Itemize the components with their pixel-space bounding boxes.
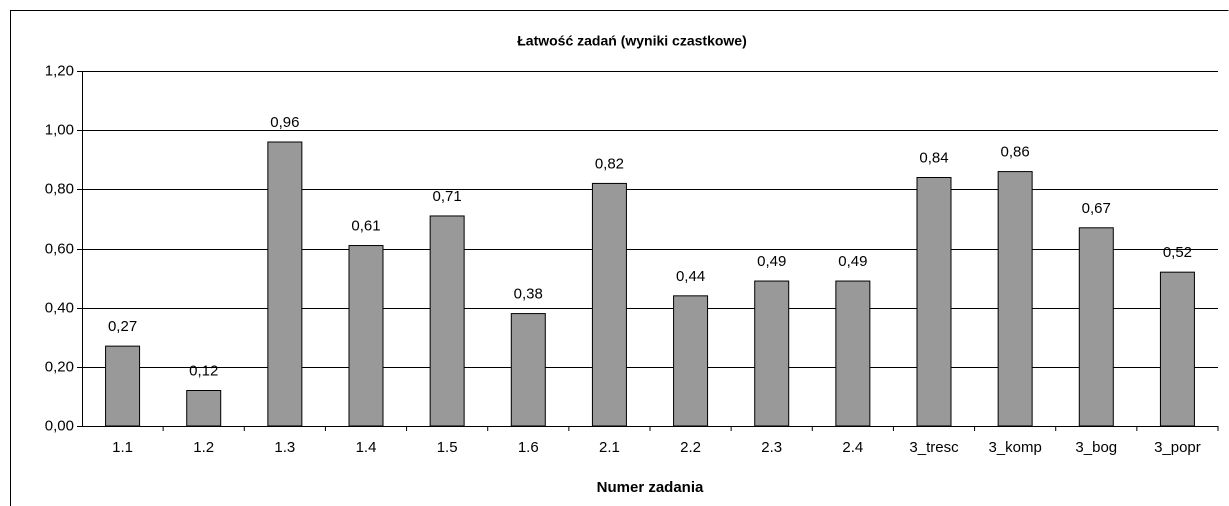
bar: [1078, 227, 1114, 427]
value-label: 0,67: [1082, 200, 1111, 217]
bar: [591, 182, 627, 427]
bar: [835, 280, 871, 427]
value-label: 0,82: [595, 155, 624, 172]
value-label: 0,52: [1163, 244, 1192, 261]
bar: [673, 295, 709, 427]
y-tick-label: 0,80: [45, 180, 74, 197]
bar: [348, 245, 384, 427]
x-tick-label: 3_popr: [1154, 439, 1201, 456]
value-label: 0,12: [189, 362, 218, 379]
bar: [186, 390, 222, 427]
y-tick-label: 0,20: [45, 358, 74, 375]
x-tick-label: 1.2: [193, 439, 214, 456]
bar: [754, 280, 790, 427]
value-label: 0,49: [757, 253, 786, 270]
value-label: 0,49: [838, 253, 867, 270]
chart-title: Łatwość zadań (wyniki czastkowe): [517, 33, 747, 49]
y-tick-label: 1,20: [45, 62, 74, 79]
frame: [10, 10, 1229, 506]
value-label: 0,27: [108, 318, 137, 335]
y-tick-label: 0,40: [45, 299, 74, 316]
y-tick-label: 0,00: [45, 417, 74, 434]
value-label: 0,84: [919, 149, 948, 166]
bar: [105, 345, 141, 427]
bar: [1159, 271, 1195, 427]
x-tick-label: 3_tresc: [909, 439, 959, 456]
value-label: 0,96: [270, 114, 299, 131]
value-label: 0,38: [514, 286, 543, 303]
bar: [267, 141, 303, 427]
x-tick-label: 2.3: [761, 439, 782, 456]
x-tick-label: 2.1: [599, 439, 620, 456]
x-tick-label: 2.2: [680, 439, 701, 456]
bar: [429, 215, 465, 427]
x-tick-label: 3_komp: [988, 439, 1041, 456]
x-tick-label: 1.1: [112, 439, 133, 456]
x-tick-label: 1.3: [274, 439, 295, 456]
x-tick-label: 3_bog: [1075, 439, 1117, 456]
x-tick-label: 1.4: [356, 439, 377, 456]
bar: [510, 313, 546, 427]
value-label: 0,61: [351, 218, 380, 235]
bar: [916, 177, 952, 427]
bar: [997, 171, 1033, 427]
y-tick-label: 1,00: [45, 121, 74, 138]
value-label: 0,44: [676, 268, 705, 285]
x-tick-label: 2.4: [842, 439, 863, 456]
y-tick-label: 0,60: [45, 240, 74, 257]
x-axis-title: Numer zadania: [597, 479, 704, 496]
value-label: 0,86: [1001, 144, 1030, 161]
value-label: 0,71: [433, 188, 462, 205]
x-tick-label: 1.6: [518, 439, 539, 456]
x-tick-label: 1.5: [437, 439, 458, 456]
